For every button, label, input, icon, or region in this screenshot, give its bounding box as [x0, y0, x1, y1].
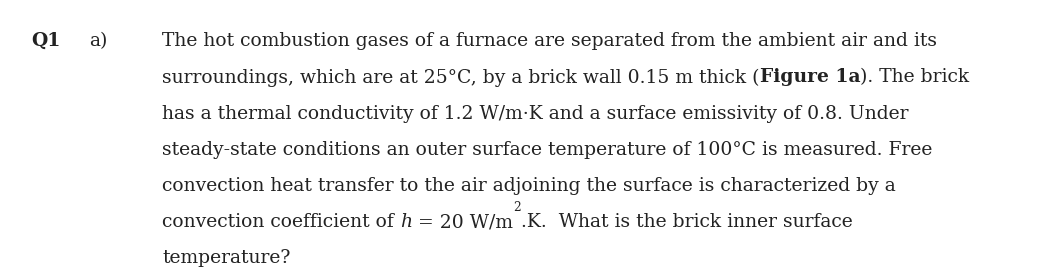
Text: = 20 W/m: = 20 W/m [412, 213, 514, 231]
Text: ). The brick: ). The brick [860, 68, 969, 86]
Text: surroundings, which are at 25°C, by a brick wall 0.15 m thick (: surroundings, which are at 25°C, by a br… [162, 68, 760, 87]
Text: 2: 2 [514, 201, 521, 214]
Text: has a thermal conductivity of 1.2 W/m·K and a surface emissivity of 0.8. Under: has a thermal conductivity of 1.2 W/m·K … [162, 105, 909, 122]
Text: temperature?: temperature? [162, 249, 290, 267]
Text: h: h [400, 213, 412, 231]
Text: convection coefficient of: convection coefficient of [162, 213, 400, 231]
Text: steady-state conditions an outer surface temperature of 100°C is measured. Free: steady-state conditions an outer surface… [162, 141, 933, 159]
Text: The hot combustion gases of a furnace are separated from the ambient air and its: The hot combustion gases of a furnace ar… [162, 32, 938, 50]
Text: Figure 1a: Figure 1a [760, 68, 860, 86]
Text: convection heat transfer to the air adjoining the surface is characterized by a: convection heat transfer to the air adjo… [162, 177, 896, 195]
Text: .K.  What is the brick inner surface: .K. What is the brick inner surface [521, 213, 853, 231]
Text: a): a) [89, 32, 108, 50]
Text: Q1: Q1 [31, 32, 61, 50]
